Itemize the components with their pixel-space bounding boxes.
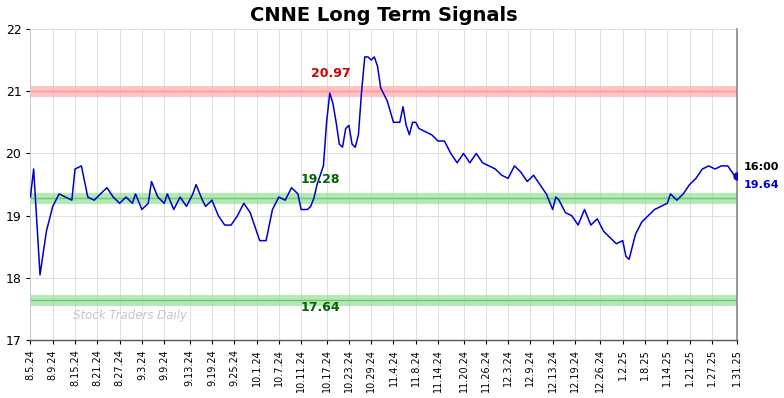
Text: Stock Traders Daily: Stock Traders Daily — [73, 308, 187, 322]
Text: 19.64: 19.64 — [744, 179, 779, 189]
Title: CNNE Long Term Signals: CNNE Long Term Signals — [250, 6, 517, 25]
Text: 17.64: 17.64 — [300, 301, 340, 314]
Text: 16:00: 16:00 — [744, 162, 779, 172]
Text: 20.97: 20.97 — [311, 68, 350, 80]
Text: 19.28: 19.28 — [300, 174, 340, 186]
